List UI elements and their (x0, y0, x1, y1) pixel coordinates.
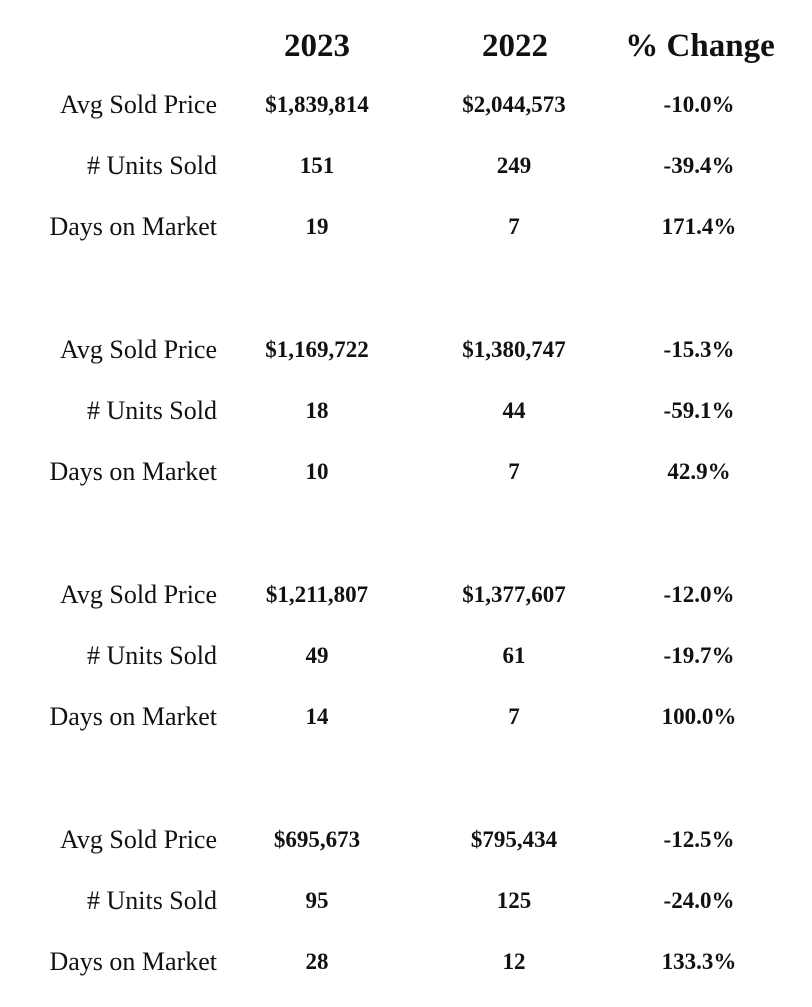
value-percent-change: 133.3% (661, 949, 737, 974)
value-2022: 7 (508, 214, 520, 239)
row-label: Days on Market (49, 947, 217, 976)
row-label: # Units Sold (86, 886, 217, 915)
value-2022: $1,380,747 (462, 337, 566, 362)
value-2022: 125 (496, 888, 532, 913)
value-percent-change: -39.4% (663, 153, 735, 178)
value-percent-change: -19.7% (663, 643, 735, 668)
column-header-2023: 2023 (284, 28, 350, 64)
value-percent-change: -59.1% (663, 398, 735, 423)
table-row: Days on Market 10 7 42.9% (0, 452, 812, 492)
value-2023: 49 (305, 643, 329, 668)
value-percent-change: 171.4% (661, 214, 737, 239)
value-percent-change: -24.0% (663, 888, 735, 913)
column-header-2022: 2022 (482, 28, 548, 64)
row-label: Avg Sold Price (60, 90, 217, 119)
value-percent-change: -12.5% (663, 827, 735, 852)
value-2023: 18 (305, 398, 329, 423)
value-2023: $1,211,807 (265, 582, 369, 607)
row-label: # Units Sold (86, 641, 217, 670)
row-label: Avg Sold Price (60, 335, 217, 364)
value-2023: 19 (305, 214, 329, 239)
table-header: 2023 2022 % Change (0, 22, 812, 70)
value-2022: 7 (508, 459, 520, 484)
value-2023: 95 (305, 888, 329, 913)
table-row: # Units Sold 49 61 -19.7% (0, 636, 812, 676)
row-label: Avg Sold Price (60, 825, 217, 854)
value-2023: 28 (305, 949, 329, 974)
value-2022: 61 (502, 643, 526, 668)
value-2022: 7 (508, 704, 520, 729)
value-2022: $2,044,573 (462, 92, 566, 117)
value-2022: 44 (502, 398, 526, 423)
value-2023: 151 (299, 153, 335, 178)
value-2023: $1,839,814 (265, 92, 369, 117)
table-row: # Units Sold 95 125 -24.0% (0, 881, 812, 921)
table-row: Days on Market 28 12 133.3% (0, 942, 812, 982)
column-header-percent-change: % Change (625, 28, 775, 64)
value-percent-change: -10.0% (663, 92, 735, 117)
value-2022: $1,377,607 (462, 582, 566, 607)
value-2023: 14 (305, 704, 329, 729)
table-row: Days on Market 19 7 171.4% (0, 207, 812, 247)
value-2022: $795,434 (470, 827, 558, 852)
value-percent-change: -15.3% (663, 337, 735, 362)
table-row: Avg Sold Price $1,211,807 $1,377,607 -12… (0, 575, 812, 615)
value-2023: 10 (305, 459, 329, 484)
value-percent-change: 42.9% (667, 459, 731, 484)
value-2022: 12 (502, 949, 526, 974)
table-row: # Units Sold 151 249 -39.4% (0, 146, 812, 186)
table-row: Avg Sold Price $695,673 $795,434 -12.5% (0, 820, 812, 860)
table-row: # Units Sold 18 44 -59.1% (0, 391, 812, 431)
row-label: Avg Sold Price (60, 580, 217, 609)
value-percent-change: -12.0% (663, 582, 735, 607)
table-row: Avg Sold Price $1,169,722 $1,380,747 -15… (0, 330, 812, 370)
value-2023: $1,169,722 (265, 337, 369, 362)
value-percent-change: 100.0% (661, 704, 737, 729)
row-label: # Units Sold (86, 396, 217, 425)
value-2022: 249 (496, 153, 532, 178)
table-row: Days on Market 14 7 100.0% (0, 697, 812, 737)
table-row: Avg Sold Price $1,839,814 $2,044,573 -10… (0, 85, 812, 125)
row-label: Days on Market (49, 457, 217, 486)
value-2023: $695,673 (273, 827, 361, 852)
row-label: # Units Sold (86, 151, 217, 180)
row-label: Days on Market (49, 702, 217, 731)
row-label: Days on Market (49, 212, 217, 241)
